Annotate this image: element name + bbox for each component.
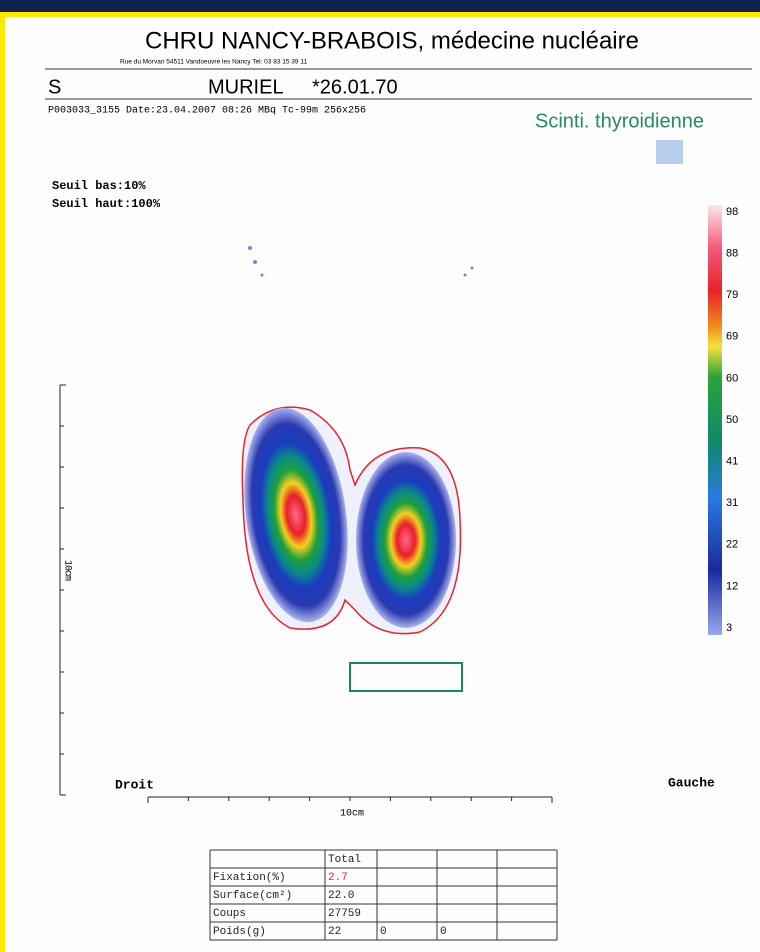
title: CHRU NANCY-BRABOIS, médecine nucléaire xyxy=(145,27,639,54)
scale-label: 12 xyxy=(726,580,738,592)
scale-label: 41 xyxy=(726,456,738,468)
patient-birth: *26.01.70 xyxy=(312,76,398,98)
scale-label: 22 xyxy=(726,539,738,551)
threshold: Seuil haut:100% xyxy=(52,197,161,211)
marker xyxy=(656,140,683,164)
scale-label: 50 xyxy=(726,414,738,426)
scale-label: 79 xyxy=(726,289,738,301)
table-cell: Total xyxy=(328,854,361,866)
table-cell: Poids(g) xyxy=(213,926,266,938)
scale-label: 31 xyxy=(726,497,738,509)
thyroid-lobe-left xyxy=(356,452,456,628)
patient-name: MURIEL xyxy=(208,76,284,98)
scale-label: 98 xyxy=(726,206,738,218)
vertical-ruler-label: 10cm xyxy=(61,560,72,581)
patient-initial: S xyxy=(48,76,61,98)
table-cell: 22.0 xyxy=(328,890,354,902)
table-cell: Fixation(%) xyxy=(213,872,286,884)
table-cell: 22 xyxy=(328,926,341,938)
exam-info: P003033_3155 Date:23.04.2007 08:26 MBq T… xyxy=(48,106,366,117)
scale-labels: 98 88 79 69 60 50 41 31 22 12 3 xyxy=(726,206,738,634)
scale-label: 60 xyxy=(726,372,738,384)
color-scale xyxy=(708,205,722,635)
horizontal-ruler-label: 10cm xyxy=(340,809,364,820)
result-table: Total Fixation(%) 2.7 Surface(cm²) 22.0 Coups… xyxy=(209,849,558,941)
table-cell: 0 xyxy=(380,926,387,938)
side-label: Droit xyxy=(115,777,154,792)
scale-label: 69 xyxy=(726,331,738,343)
scale-label: 3 xyxy=(726,622,732,634)
table-cell: 27759 xyxy=(328,908,361,920)
horizontal-ruler xyxy=(147,796,553,803)
vertical-ruler xyxy=(59,384,66,796)
table-cell: 0 xyxy=(440,926,447,938)
address: Rue du Morvan 54511 Vandoeuvre les Nancy… xyxy=(120,59,307,66)
roi-box xyxy=(349,662,463,692)
threshold: Seuil bas:10% xyxy=(52,179,146,193)
table-cell: Coups xyxy=(213,908,246,920)
scale-label: 88 xyxy=(726,248,738,260)
side-label: Gauche xyxy=(668,775,715,790)
table-cell: Surface(cm²) xyxy=(213,890,292,902)
table-cell: 2.7 xyxy=(328,872,348,884)
exam-type: Scinti. thyroidienne xyxy=(535,110,704,132)
noise xyxy=(248,246,474,277)
thyroid-lobe-right xyxy=(244,407,348,623)
